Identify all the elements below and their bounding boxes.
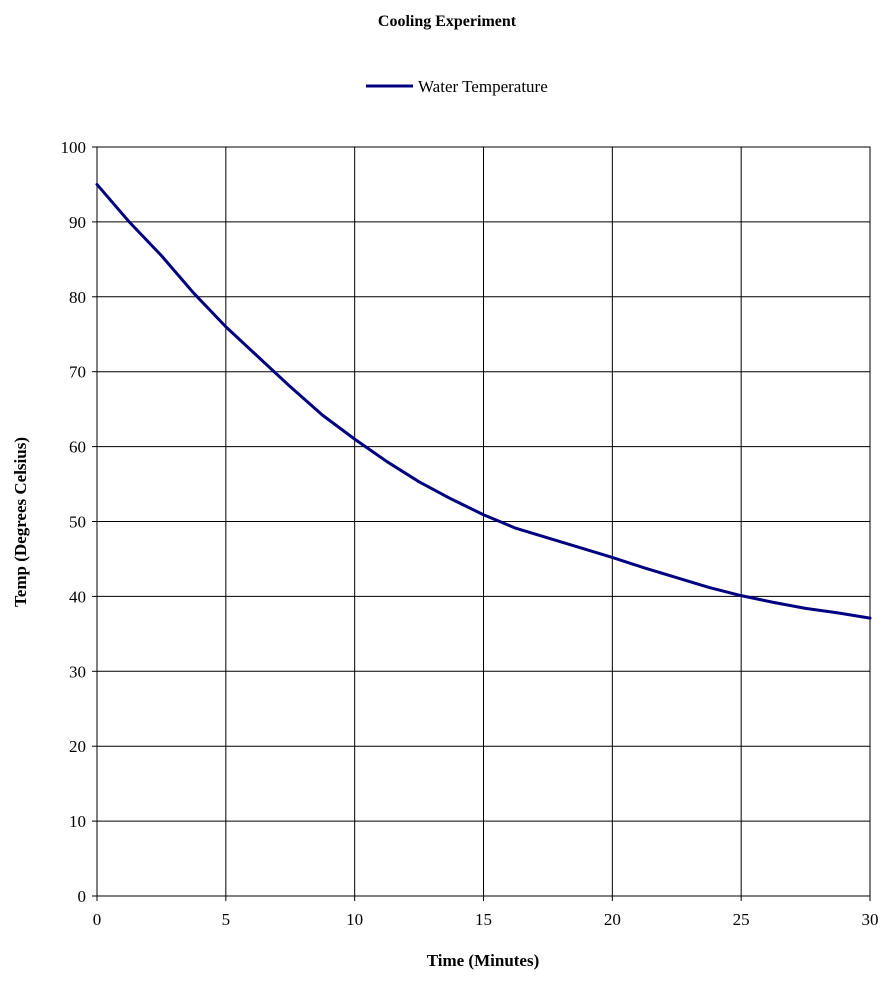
y-tick-labels: 0 10 20 30 40 50 60 70 80 90 100: [61, 138, 87, 906]
x-tick-label: 30: [862, 910, 879, 929]
y-tick-label: 60: [69, 438, 86, 457]
x-tick-label: 5: [222, 910, 231, 929]
x-tick-labels: 0 5 10 15 20 25 30: [93, 910, 879, 929]
x-tick-label: 15: [475, 910, 492, 929]
x-tick-label: 10: [346, 910, 363, 929]
y-tick-label: 80: [69, 288, 86, 307]
legend-label-water-temperature: Water Temperature: [418, 77, 548, 96]
y-tick-label: 20: [69, 737, 86, 756]
x-tick-label: 0: [93, 910, 102, 929]
y-tick-label: 30: [69, 662, 86, 681]
y-tick-label: 70: [69, 363, 86, 382]
y-tick-label: 40: [69, 587, 86, 606]
series-line-water-temperature: [95, 182, 872, 620]
x-axis-label: Time (Minutes): [427, 951, 540, 970]
chart-title: Cooling Experiment: [378, 13, 517, 30]
y-tick-label: 0: [78, 887, 87, 906]
y-tick-label: 90: [69, 213, 86, 232]
y-tick-label: 50: [69, 513, 86, 532]
y-axis-label: Temp (Degrees Celsius): [11, 437, 30, 607]
y-tick-label: 10: [69, 812, 86, 831]
y-tick-label: 100: [61, 138, 87, 157]
legend: Water Temperature: [366, 77, 548, 96]
x-tick-label: 25: [733, 910, 750, 929]
x-tick-label: 20: [604, 910, 621, 929]
series-layer: [95, 182, 872, 620]
gridlines: [92, 146, 871, 901]
